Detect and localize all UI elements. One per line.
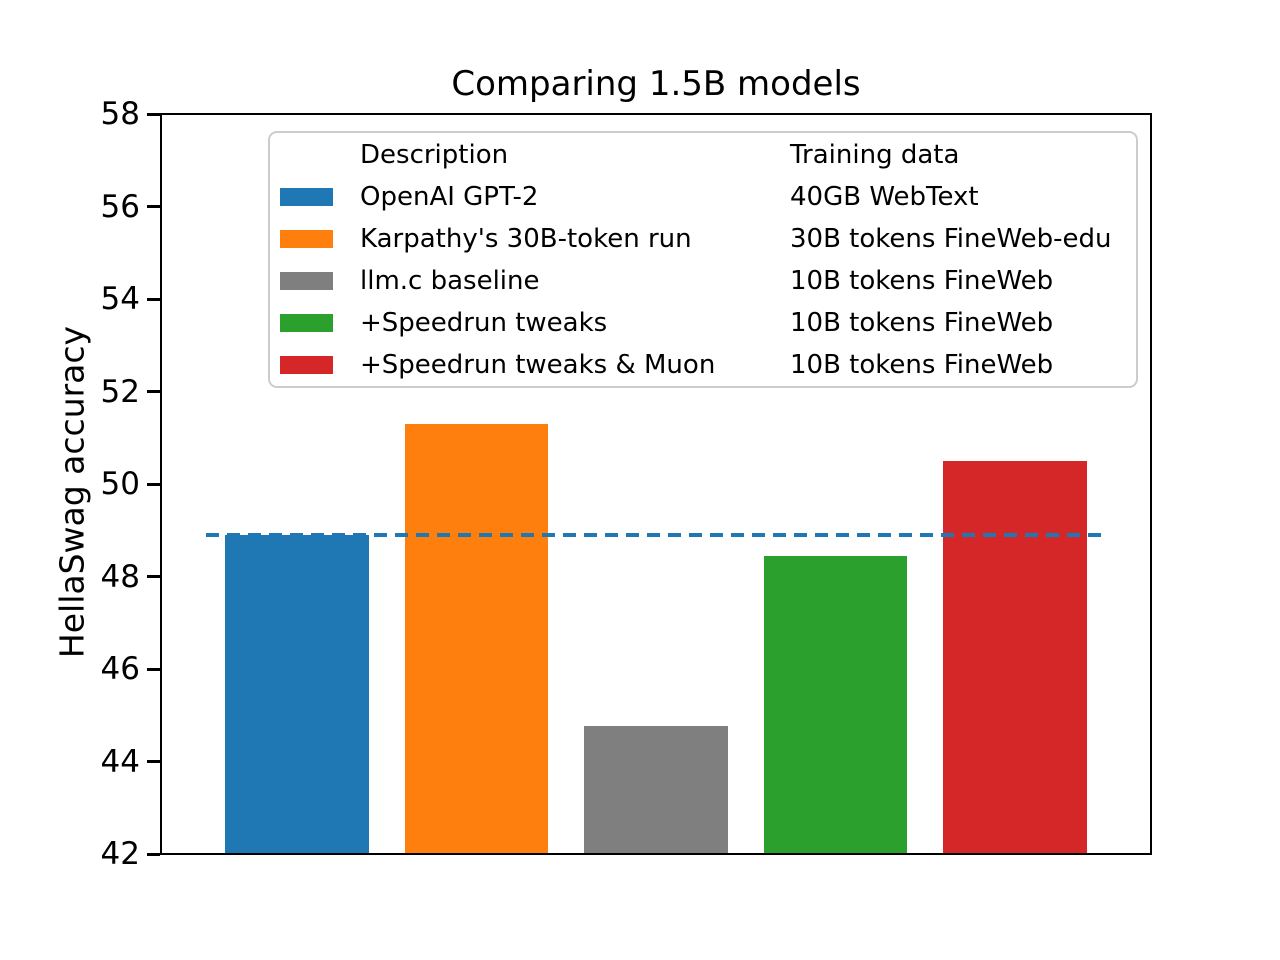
y-tick-label: 58 — [100, 96, 140, 132]
legend-label: +Speedrun tweaks & Muon — [360, 350, 716, 380]
y-tick-label: 48 — [100, 558, 140, 595]
legend-training-data: 10B tokens FineWeb — [790, 308, 1054, 338]
legend-training-data: 10B tokens FineWeb — [790, 350, 1054, 380]
legend-header-row: Description Training data — [270, 134, 1136, 176]
bar-0 — [224, 534, 369, 853]
y-tick-label: 56 — [100, 188, 140, 225]
y-tick-label: 52 — [100, 373, 140, 410]
bars-container — [162, 115, 1150, 853]
y-tick-mark — [147, 760, 160, 763]
legend-label: Karpathy's 30B-token run — [360, 224, 692, 254]
legend: Description Training data OpenAI GPT-2 40GB… — [268, 131, 1138, 388]
y-tick-mark — [147, 112, 160, 116]
legend-row: +Speedrun tweaks 10B tokens FineWeb — [270, 302, 1136, 344]
legend-training-data: 40GB WebText — [790, 182, 979, 212]
reference-line — [206, 532, 1106, 537]
y-tick-mark — [147, 575, 160, 578]
y-axis-ticks — [147, 112, 160, 856]
y-tick-mark — [147, 482, 160, 486]
y-tick-mark — [147, 852, 160, 856]
y-tick-mark — [147, 667, 160, 671]
y-tick-label: 44 — [100, 743, 140, 780]
legend-row: OpenAI GPT-2 40GB WebText — [270, 176, 1136, 218]
legend-swatch — [280, 356, 333, 374]
bar-3 — [763, 555, 908, 853]
legend-header-training: Training data — [790, 140, 960, 170]
y-axis-tick-labels: 42 44 46 48 50 52 54 56 58 — [40, 96, 140, 872]
bar-4 — [943, 460, 1088, 853]
legend-training-data: 30B tokens FineWeb-edu — [790, 224, 1112, 254]
y-tick-label: 50 — [100, 466, 140, 502]
chart-title: Comparing 1.5B models — [451, 64, 861, 104]
y-tick-mark — [147, 297, 160, 301]
bar-2 — [584, 726, 728, 853]
legend-training-data: 10B tokens FineWeb — [790, 266, 1054, 296]
legend-swatch — [280, 188, 333, 206]
bar-1 — [404, 424, 549, 853]
legend-row: llm.c baseline 10B tokens FineWeb — [270, 260, 1136, 302]
plot-area: Description Training data OpenAI GPT-2 40GB… — [160, 113, 1152, 855]
legend-swatch — [280, 272, 333, 290]
legend-row: +Speedrun tweaks & Muon 10B tokens FineWe… — [270, 344, 1136, 386]
legend-header-description: Description — [360, 140, 509, 170]
y-tick-label: 42 — [100, 836, 140, 872]
legend-row: Karpathy's 30B-token run 30B tokens FineW… — [270, 218, 1136, 260]
y-tick-mark — [147, 205, 160, 208]
y-tick-label: 46 — [100, 651, 140, 687]
legend-swatch — [280, 314, 333, 332]
legend-label: +Speedrun tweaks — [360, 308, 608, 338]
y-tick-mark — [147, 390, 160, 393]
legend-label: llm.c baseline — [360, 266, 540, 296]
legend-label: OpenAI GPT-2 — [360, 182, 539, 212]
y-tick-label: 54 — [100, 281, 140, 317]
legend-swatch — [280, 230, 333, 248]
